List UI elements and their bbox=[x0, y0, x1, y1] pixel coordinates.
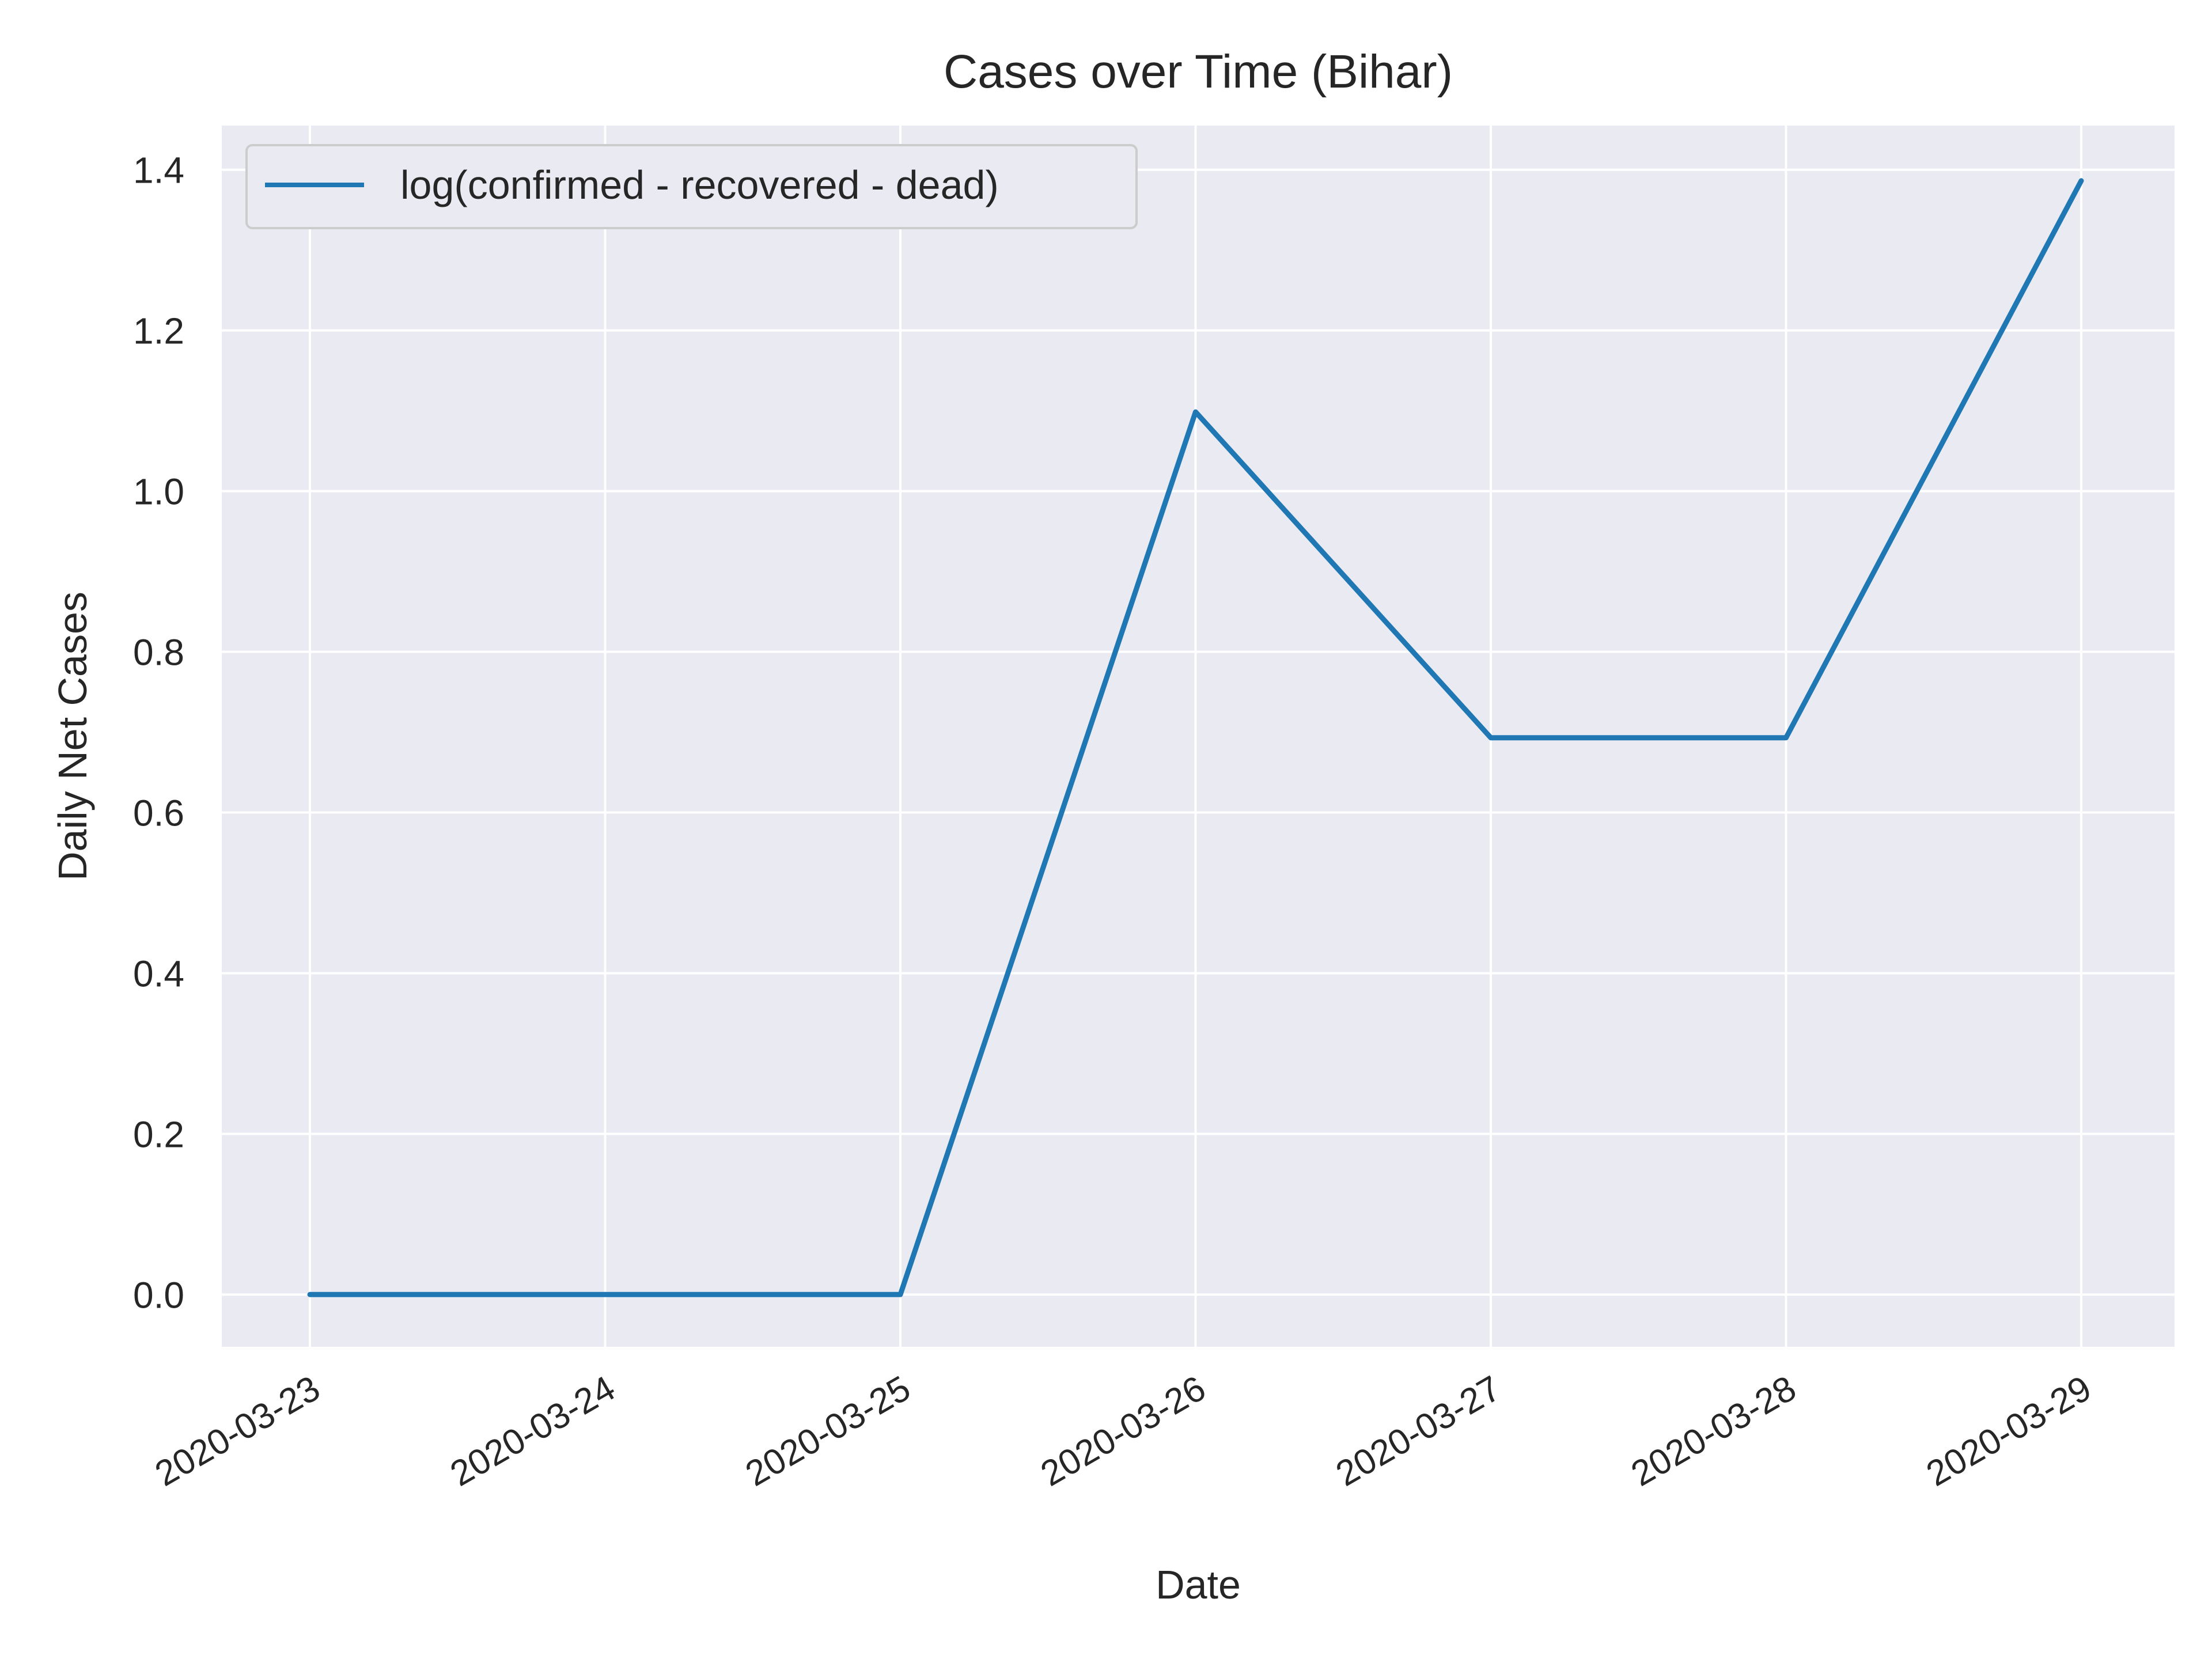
y-tick-label: 0.8 bbox=[133, 632, 184, 673]
x-axis-label: Date bbox=[1156, 1562, 1241, 1607]
x-tick-label: 2020-03-28 bbox=[1624, 1368, 1802, 1494]
x-tick-label: 2020-03-29 bbox=[1920, 1368, 2098, 1494]
y-tick-label: 0.4 bbox=[133, 953, 184, 994]
chart-title: Cases over Time (Bihar) bbox=[944, 46, 1453, 98]
x-tick-label: 2020-03-25 bbox=[739, 1368, 917, 1494]
series-layer bbox=[307, 178, 2084, 1297]
x-tick-label: 2020-03-23 bbox=[149, 1368, 327, 1494]
legend-entry-label: log(confirmed - recovered - dead) bbox=[400, 162, 999, 207]
y-tick-label: 1.0 bbox=[133, 471, 184, 513]
y-tick-label: 0.6 bbox=[133, 793, 184, 834]
series-line bbox=[307, 178, 2084, 1297]
y-tick-label: 1.4 bbox=[133, 150, 184, 191]
x-tick-label: 2020-03-26 bbox=[1034, 1368, 1212, 1494]
x-tick-label: 2020-03-24 bbox=[444, 1368, 622, 1494]
plot-area bbox=[222, 126, 2175, 1347]
legend: log(confirmed - recovered - dead) bbox=[245, 144, 1138, 229]
x-tick-label: 2020-03-27 bbox=[1330, 1368, 1508, 1494]
y-tick-label: 0.0 bbox=[133, 1274, 184, 1316]
legend-box bbox=[245, 144, 1138, 229]
y-axis-label: Daily Net Cases bbox=[50, 592, 95, 881]
y-tick-label: 0.2 bbox=[133, 1113, 184, 1155]
y-tick-label: 1.2 bbox=[133, 310, 184, 352]
